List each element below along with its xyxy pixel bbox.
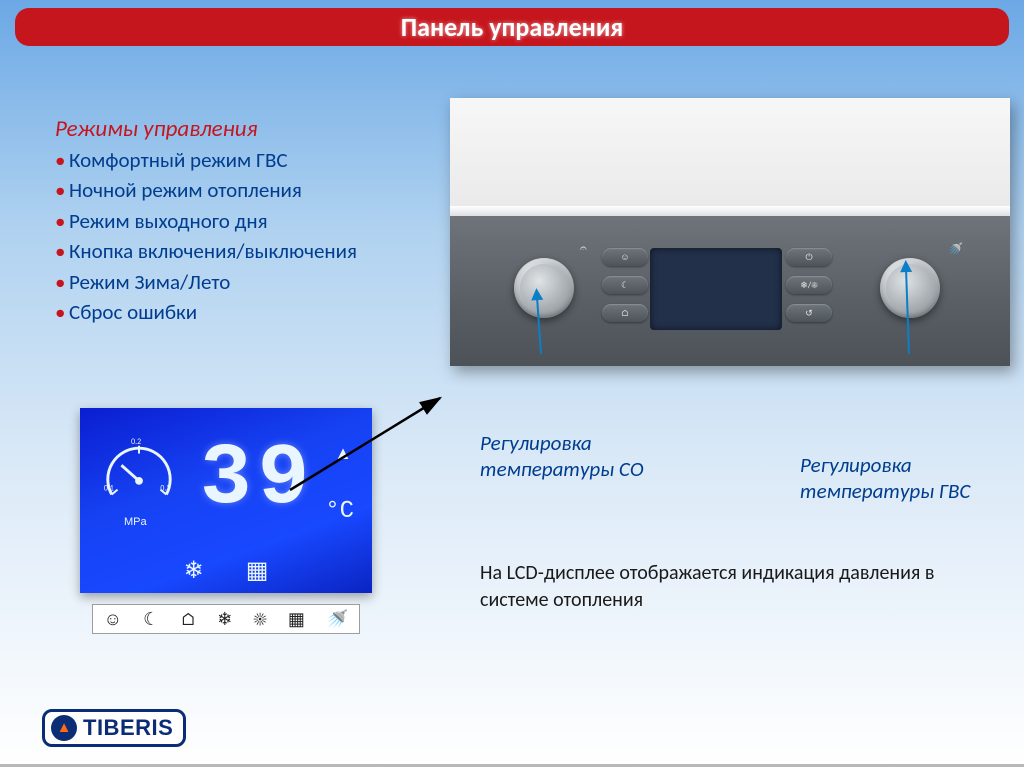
dhw-icon: 🚿	[326, 608, 348, 630]
device-lcd	[650, 248, 782, 330]
comfort-icon: ☺	[104, 608, 122, 630]
icon-legend-strip: ☺ ☾ ⌂ ❄ ☀ ▦ 🚿	[92, 604, 360, 634]
knob-label-dhw: Регулировка температуры ГВС	[800, 452, 1020, 505]
button-column-right: ⏻ ❄/☀ ↺	[786, 248, 832, 322]
temperature-unit: °C	[325, 498, 354, 525]
mode-item: Комфортный режим ГВС	[55, 145, 405, 175]
temperature-knob-heating[interactable]	[514, 258, 574, 318]
winter-icon: ❄	[217, 608, 232, 630]
heating-icon: ▦	[288, 608, 305, 630]
season-button[interactable]: ❄/☀	[786, 276, 832, 294]
device-casing-top	[450, 98, 1010, 216]
reset-button[interactable]: ↺	[786, 304, 832, 322]
tap-icon: 🚿	[948, 242, 963, 257]
radiator-icon: 𝄐	[580, 242, 587, 256]
pressure-unit: MPa	[124, 516, 147, 528]
mode-item: Сброс ошибки	[55, 297, 405, 327]
svg-text:0.1: 0.1	[104, 485, 114, 494]
zoom-arrow	[280, 390, 460, 500]
mode-item: Кнопка включения/выключения	[55, 236, 405, 266]
knob-label-heating: Регулировка температуры СО	[480, 430, 700, 483]
svg-text:0.3: 0.3	[160, 485, 170, 494]
mode-item: Режим Зима/Лето	[55, 267, 405, 297]
holiday-icon: ⌂	[180, 608, 196, 630]
radiator-grid-icon: ▦	[246, 556, 269, 585]
holiday-button[interactable]: ⌂	[602, 304, 648, 322]
lcd-mode-icons: ❄ ▦	[80, 556, 372, 585]
mode-item: Режим выходного дня	[55, 206, 405, 236]
modes-section: Режимы управления Комфортный режим ГВС Н…	[55, 115, 405, 328]
tiberis-logo: ▲ TIBERIS	[42, 709, 186, 747]
svg-text:0.2: 0.2	[131, 438, 141, 447]
button-column-left: ☺ ☾ ⌂	[602, 248, 648, 322]
modes-heading: Режимы управления	[55, 115, 405, 143]
modes-list: Комфортный режим ГВС Ночной режим отопле…	[55, 145, 405, 328]
summer-icon: ☀	[254, 608, 267, 630]
pressure-gauge-icon: 0.1 0.2 0.3	[100, 436, 178, 514]
comfort-button[interactable]: ☺	[602, 248, 648, 266]
mode-item: Ночной режим отопления	[55, 175, 405, 205]
logo-text: TIBERIS	[83, 715, 173, 741]
night-icon: ☾	[143, 608, 159, 630]
logo-flame-icon: ▲	[51, 715, 77, 741]
lcd-note: На LCD-дисплее отображается индикация да…	[480, 560, 940, 614]
power-button[interactable]: ⏻	[786, 248, 832, 266]
device-panel: 𝄐 🚿 ☺ ☾ ⌂ ⏻ ❄/☀ ↺	[450, 98, 1010, 366]
night-button[interactable]: ☾	[602, 276, 648, 294]
title-text: Панель управления	[401, 11, 624, 43]
snowflake-icon: ❄	[184, 556, 204, 585]
title-bar: Панель управления	[15, 8, 1009, 46]
